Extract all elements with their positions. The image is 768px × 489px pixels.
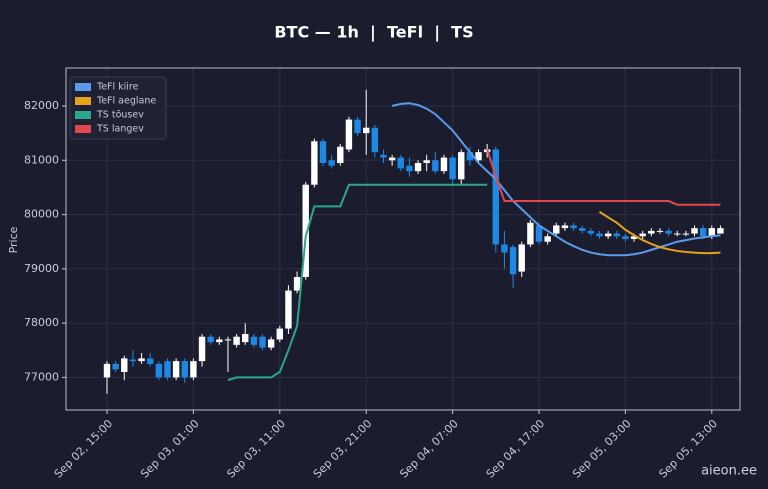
candle-body (492, 149, 499, 245)
candle-body (138, 358, 145, 362)
candle-body (596, 233, 603, 237)
candle-body (354, 119, 361, 134)
legend-swatch (75, 111, 91, 119)
candle-body (630, 236, 638, 239)
candle-body (518, 244, 525, 272)
candle-body (224, 339, 232, 341)
candle-body (207, 336, 214, 343)
candle-body (509, 247, 517, 275)
y-tick-label: 78000 (24, 316, 59, 329)
candle-body (604, 233, 612, 237)
candle-body (311, 141, 318, 185)
candle-body (397, 157, 404, 169)
candle-body (388, 157, 396, 161)
candle-body (561, 225, 569, 229)
legend-label: TeFl kiire (96, 82, 139, 93)
candle-body (682, 233, 690, 235)
line-series (227, 183, 488, 382)
candle-body (570, 225, 577, 229)
candle-body (259, 336, 266, 348)
candle-body (406, 165, 413, 172)
legend-swatch (75, 97, 91, 105)
legend-label: TeFl aeglane (96, 96, 156, 107)
candle-body (544, 236, 551, 242)
candle-body (302, 184, 309, 277)
candle-body (328, 160, 335, 166)
candle-body (285, 290, 292, 329)
candle-body (458, 152, 465, 180)
y-tick-label: 79000 (24, 262, 59, 275)
candle-body (414, 163, 422, 172)
candle-body (250, 336, 258, 345)
candle-body (553, 225, 560, 234)
candle-body (103, 363, 111, 378)
legend-swatch (75, 125, 91, 133)
candle-body (147, 358, 154, 364)
candle-body (501, 244, 508, 253)
candle-body (665, 230, 672, 234)
y-tick-label: 80000 (24, 208, 59, 221)
candle-body (622, 236, 629, 239)
candle-body (639, 233, 646, 237)
candle-body (691, 228, 698, 234)
candle-body (656, 230, 664, 232)
candle-body (293, 277, 301, 291)
candle-body (363, 127, 370, 134)
candle-body (164, 361, 171, 378)
candle-body (440, 157, 448, 172)
candle-body (198, 336, 206, 362)
candle-body (172, 361, 180, 378)
candle-body (267, 339, 275, 348)
y-tick-label: 77000 (24, 370, 59, 383)
candle-body (708, 228, 715, 237)
candle-body (242, 334, 249, 343)
candle-body (233, 336, 240, 345)
legend-box (69, 76, 167, 140)
candle-body (475, 152, 482, 161)
candle-body (319, 141, 327, 163)
legend-label: TS langev (96, 124, 144, 135)
candle-body (587, 230, 595, 234)
candle-body (449, 157, 456, 180)
watermark: aieon.ee (701, 464, 757, 479)
legend-swatch (75, 83, 91, 91)
line-series (486, 149, 721, 206)
candle-body (699, 228, 707, 237)
y-tick-label: 82000 (24, 99, 59, 112)
candle-body (527, 222, 534, 245)
candle-body (717, 228, 724, 234)
candle-body (380, 154, 387, 158)
candle-body (535, 225, 543, 242)
candle-body (579, 228, 586, 231)
candle-body (337, 146, 344, 163)
candle-body (121, 358, 128, 372)
candle-body (112, 363, 119, 370)
candle-body (129, 359, 137, 362)
chart-title: BTC — 1h | TeFl | TS (274, 23, 473, 43)
candle-body (155, 363, 163, 378)
y-axis-label: Price (7, 226, 20, 253)
plot-frame (65, 67, 741, 411)
candle-body (613, 233, 620, 237)
candle-body (181, 361, 188, 378)
candle-body (216, 339, 223, 343)
candle-body (466, 152, 474, 161)
candle-body (648, 230, 655, 234)
candle-body (276, 328, 283, 340)
line-series (598, 211, 721, 255)
candle-body (674, 233, 681, 235)
candle-body (190, 361, 197, 378)
candle-body (345, 119, 353, 150)
legend-label: TS tõusev (96, 110, 144, 121)
line-series (391, 102, 721, 257)
candle-body (432, 160, 439, 172)
y-tick-label: 81000 (24, 153, 59, 166)
candle-body (371, 127, 379, 153)
candle-body (423, 160, 430, 163)
